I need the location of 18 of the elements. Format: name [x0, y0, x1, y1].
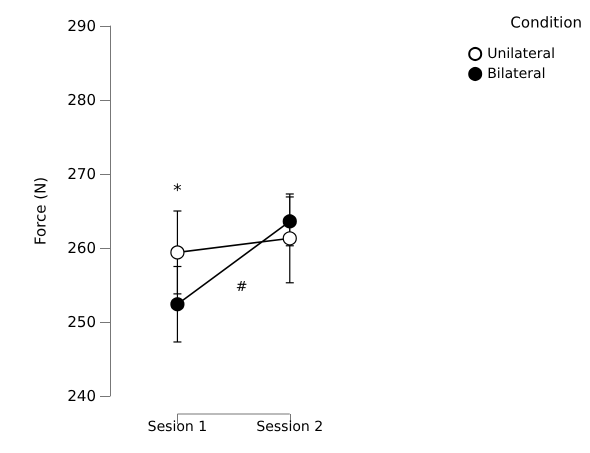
point [170, 297, 185, 312]
y-tick-label: 260 [67, 239, 96, 257]
y-tick-label: 280 [67, 91, 96, 109]
x-tick-label: Sesion 1 [148, 419, 208, 435]
point [170, 245, 185, 260]
x-tick-label: Session 2 [256, 419, 324, 435]
legend-label: Unilateral [487, 46, 556, 62]
point [282, 214, 297, 228]
y-axis-title: Force (N) [32, 176, 50, 246]
y-tick-label: 240 [67, 387, 96, 405]
y-tick-label: 250 [67, 313, 96, 331]
y-tick-label: 270 [67, 165, 96, 183]
annotation: * [173, 181, 182, 201]
legend-title: Condition [510, 14, 582, 32]
y-tick-label: 290 [67, 17, 96, 35]
legend-label: Bilateral [487, 66, 546, 82]
annotation: # [236, 278, 248, 295]
point [282, 231, 297, 246]
